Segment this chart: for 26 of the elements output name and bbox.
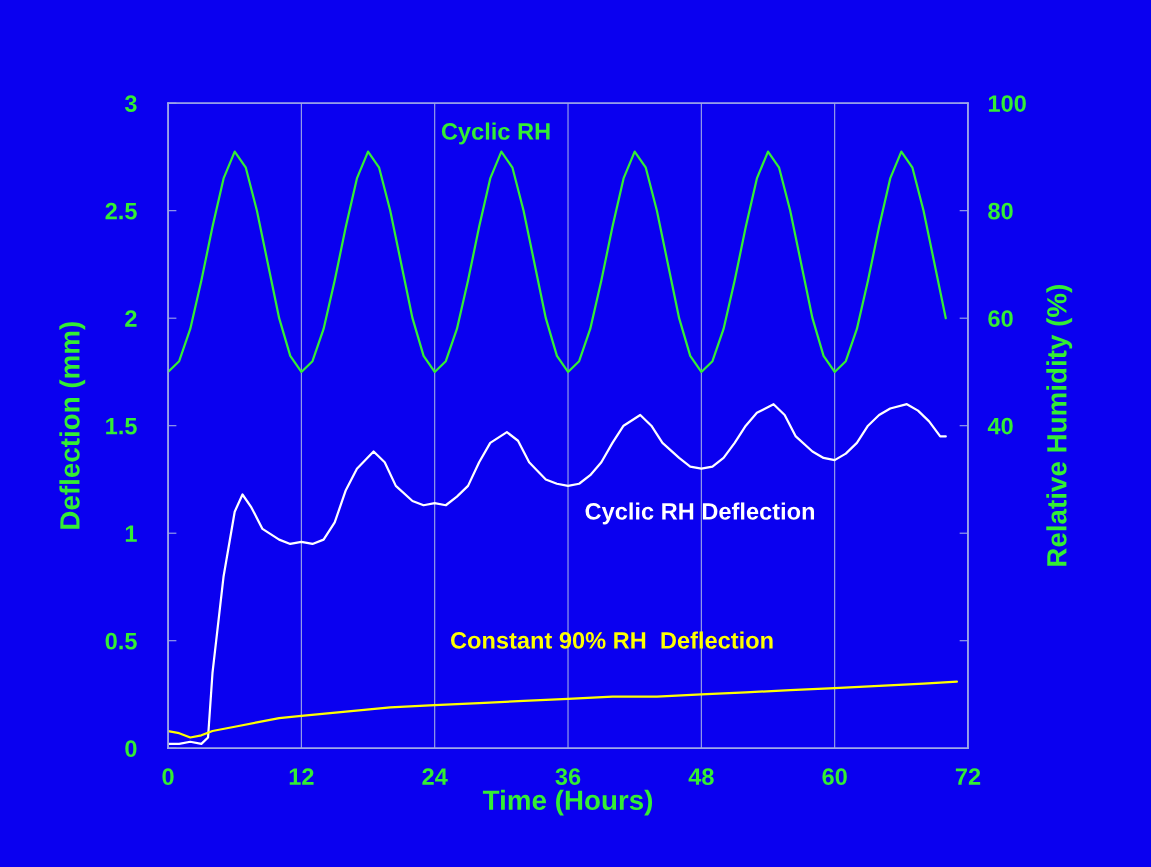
y-axis-title: Deflection (mm)	[59, 322, 86, 529]
x-tick-label: 12	[289, 768, 314, 785]
y-tick-label: 1	[125, 525, 137, 542]
y2-tick-label: 60	[988, 310, 1013, 327]
y-tick-label: 0.5	[105, 632, 137, 650]
y2-tick-label: 40	[987, 417, 1013, 435]
y2-axis-title: Relative Humidity (%)	[1046, 285, 1073, 566]
x-tick-label: 60	[822, 768, 847, 786]
x-tick-label: 72	[955, 768, 981, 785]
y-tick-label: 2.5	[105, 202, 137, 220]
x-tick-label: 48	[688, 768, 714, 786]
y-tick-label: 0	[125, 740, 137, 758]
line-series	[168, 403, 947, 746]
x-axis-title: Time (Hours)	[482, 789, 653, 816]
y-tick-label: 3	[124, 95, 137, 112]
x-tick-label: 0	[162, 768, 174, 786]
y2-tick-label: 80	[988, 202, 1013, 220]
y-tick-label: 2	[125, 310, 137, 327]
y-tick-label: 1.5	[106, 418, 137, 435]
line-series	[168, 150, 947, 374]
x-tick-label: 24	[422, 768, 448, 785]
series-label: Cyclic RH Deflection	[585, 502, 815, 525]
y2-tick-label: 100	[988, 95, 1026, 112]
series-label: Cyclic RH	[441, 122, 550, 145]
x-tick-label: 36	[555, 768, 581, 786]
line-series	[168, 680, 958, 739]
